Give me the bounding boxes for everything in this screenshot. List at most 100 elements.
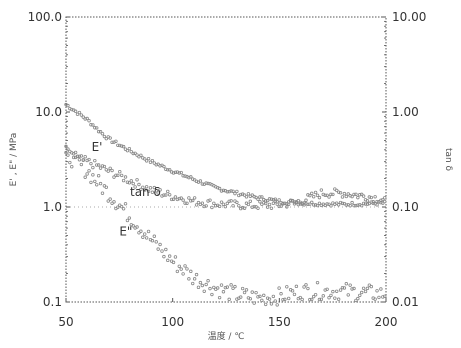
tan-delta-point xyxy=(285,205,289,209)
e-double-prime-point xyxy=(191,281,195,286)
e-prime-point xyxy=(75,112,80,116)
tan-delta-point xyxy=(187,196,191,200)
e-prime-point xyxy=(311,203,316,207)
e-prime-point xyxy=(85,116,89,121)
e-prime-point xyxy=(306,202,310,207)
tan-delta-point xyxy=(308,193,312,198)
e-double-prime-point xyxy=(333,296,337,300)
tan-delta-point xyxy=(162,193,166,197)
plot-frame xyxy=(65,16,387,303)
e-prime-point xyxy=(356,203,360,207)
e-prime-point xyxy=(154,163,158,167)
tan-delta-point xyxy=(283,201,287,206)
tan-delta-point xyxy=(169,197,174,202)
tan-delta-label: tan δ xyxy=(130,185,161,199)
tan-delta-point xyxy=(252,204,256,209)
e-prime-point xyxy=(310,200,314,205)
e-prime-point xyxy=(277,198,281,202)
tan-delta-point xyxy=(135,178,139,182)
tan-delta-point xyxy=(319,188,324,192)
e-double-prime-point xyxy=(100,191,105,195)
tan-delta-point xyxy=(181,198,185,202)
e-prime-point xyxy=(162,164,166,169)
e-double-prime-point xyxy=(143,232,147,236)
tan-delta-point xyxy=(210,205,214,210)
tan-delta-point xyxy=(335,188,339,193)
e-prime-point xyxy=(183,174,187,178)
tan-delta-point xyxy=(296,199,301,203)
e-prime-point xyxy=(260,195,264,199)
e-prime-point xyxy=(371,201,375,206)
tan-delta-point xyxy=(191,198,195,203)
e-double-prime-point xyxy=(381,295,385,299)
e-prime-point xyxy=(315,203,320,208)
e-prime-point xyxy=(269,197,274,201)
e-prime-point xyxy=(235,189,239,194)
e-double-prime-point xyxy=(263,302,268,307)
e-double-prime-point xyxy=(283,297,287,302)
e-double-prime-point xyxy=(363,289,368,294)
tan-delta-point xyxy=(131,181,135,186)
e-prime-point xyxy=(133,151,137,155)
tan-delta-point xyxy=(235,200,239,205)
e-prime-point xyxy=(143,157,147,161)
e-double-prime-point xyxy=(73,150,78,155)
tan-delta-point xyxy=(214,204,218,208)
e-prime-point xyxy=(102,134,107,139)
tan-delta-point xyxy=(148,186,153,190)
tan-delta-point xyxy=(292,200,297,204)
e-prime-point xyxy=(296,202,301,207)
e-prime-point xyxy=(329,204,333,208)
tan-delta-point xyxy=(77,154,82,159)
e-double-prime-point xyxy=(83,175,87,179)
e-prime-point xyxy=(135,153,139,157)
e-double-prime-point xyxy=(104,185,109,189)
e-prime-point xyxy=(363,202,368,206)
e-prime-point xyxy=(217,186,222,191)
tan-delta-point xyxy=(248,199,253,203)
e-prime-point xyxy=(156,162,160,166)
e-prime-point xyxy=(108,136,112,140)
tan-delta-point xyxy=(110,168,114,173)
e-prime-point xyxy=(317,201,322,205)
e-prime-point xyxy=(177,171,181,175)
e-prime-point xyxy=(254,195,258,200)
tan-delta-point xyxy=(365,199,370,203)
e-prime-point xyxy=(167,168,172,172)
e-prime-point xyxy=(242,193,247,197)
e-double-prime-point xyxy=(325,287,329,291)
tan-delta-point xyxy=(204,204,208,208)
tan-delta-point xyxy=(373,195,377,199)
e-double-prime-point xyxy=(304,283,308,287)
e-double-prime-point xyxy=(327,295,331,300)
e-double-prime-point xyxy=(254,290,258,295)
tan-delta-point xyxy=(189,199,193,203)
e-double-prime-point xyxy=(258,294,262,299)
tan-delta-point xyxy=(256,206,260,210)
e-double-prime-point xyxy=(66,147,70,151)
e-double-prime-point xyxy=(260,298,264,303)
tan-delta-point xyxy=(240,205,245,210)
y-right-tick-label: 0.10 xyxy=(392,200,419,214)
y-left-axis-title: E' , E" / MPa xyxy=(9,133,19,187)
tan-delta-point xyxy=(185,201,189,206)
e-double-prime-point xyxy=(329,293,333,298)
tan-delta-point xyxy=(121,178,126,183)
e-double-prime-point xyxy=(108,197,112,201)
e-double-prime-point xyxy=(196,285,201,290)
tan-delta-point xyxy=(98,166,103,170)
e-prime-point xyxy=(383,199,387,204)
tan-delta-point xyxy=(225,201,229,206)
e-prime-point xyxy=(381,201,385,205)
e-double-prime-point xyxy=(93,179,97,184)
e-double-prime-point xyxy=(321,294,325,298)
e-double-prime-point xyxy=(340,285,345,290)
e-double-prime-point xyxy=(166,258,170,263)
e-double-prime-point xyxy=(87,169,91,173)
tan-delta-point xyxy=(164,193,168,197)
y-left-tick-label: 100.0 xyxy=(28,10,62,24)
e-double-prime-point xyxy=(75,154,80,159)
tan-delta-point xyxy=(231,204,235,208)
e-double-prime-point xyxy=(116,205,120,209)
tan-delta-point xyxy=(354,192,358,197)
